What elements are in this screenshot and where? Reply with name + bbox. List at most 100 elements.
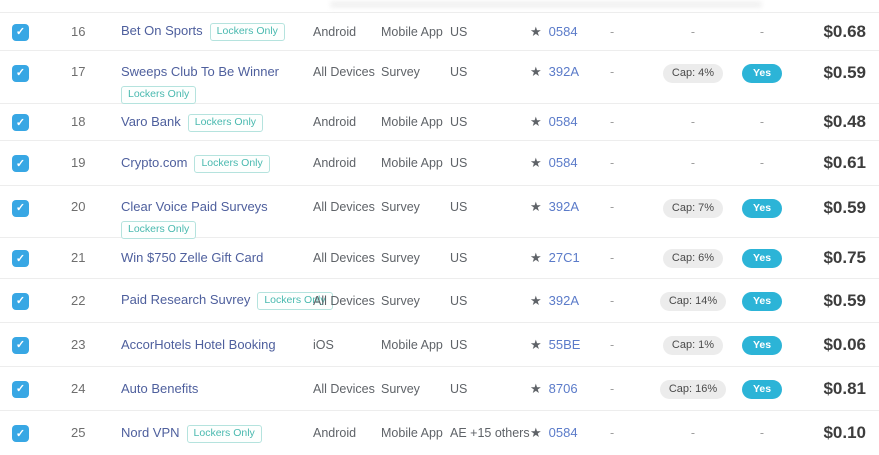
row-checkbox[interactable]: ✓	[12, 23, 29, 41]
country-cell: US	[450, 24, 468, 39]
offer-type-cell: Mobile App	[381, 337, 443, 352]
checkbox-cell: ✓	[0, 186, 60, 217]
offer-code-link[interactable]: 392A	[548, 199, 580, 214]
offer-code-link[interactable]: 8706	[548, 380, 578, 396]
offer-type-cell: Survey	[381, 251, 420, 265]
offer-type-cell: Mobile App	[381, 115, 443, 129]
offer-code-cell: ★ 0584	[530, 424, 608, 442]
country-cell: US	[450, 200, 468, 214]
approved-cell: -	[738, 23, 786, 41]
offer-code-link[interactable]: 0584	[548, 114, 578, 129]
offer-name-link[interactable]: Clear Voice Paid Surveys	[121, 199, 268, 214]
offer-name-link[interactable]: Nord VPN	[121, 424, 180, 440]
lockers-only-badge: Lockers Only	[194, 154, 270, 173]
checkbox-cell: ✓	[0, 335, 60, 354]
offer-type-cell: Survey	[381, 65, 420, 79]
offer-code-cell: ★ 0584	[530, 23, 608, 41]
row-number: 23	[71, 336, 86, 352]
offer-name-cell: Clear Voice Paid Surveys Lockers Only	[121, 186, 313, 239]
cap-badge: Cap: 1%	[662, 335, 724, 355]
device-cell: All Devices	[313, 251, 375, 265]
checkbox-cell: ✓	[0, 22, 60, 41]
offer-code-cell: ★ 0584	[530, 154, 608, 172]
offer-name-link[interactable]: Bet On Sports	[121, 23, 203, 38]
row-checkbox[interactable]: ✓	[12, 250, 29, 268]
table-row: ✓ 16 Bet On Sports Lockers Only Android M…	[0, 13, 879, 51]
cap-badge: Cap: 16%	[659, 379, 727, 399]
offer-code-cell: ★ 392A	[530, 186, 608, 216]
cap-cell: Cap: 7%	[648, 186, 738, 218]
approved-cell: Yes	[738, 51, 786, 83]
payout-price: $0.59	[823, 63, 866, 82]
offer-name-link[interactable]: Paid Research Suvrey	[121, 292, 251, 307]
offer-name-link[interactable]: AccorHotels Hotel Booking	[121, 336, 276, 352]
offer-name-cell: Nord VPN Lockers Only	[121, 424, 313, 443]
payout-price: $0.59	[823, 198, 866, 217]
row-checkbox[interactable]: ✓	[12, 114, 29, 132]
row-checkbox[interactable]: ✓	[12, 64, 29, 82]
offer-name-link[interactable]: Auto Benefits	[121, 380, 199, 396]
offer-code-link[interactable]: 0584	[548, 155, 578, 170]
offer-code-link[interactable]: 392A	[548, 64, 580, 79]
offer-code-link[interactable]: 55BE	[548, 336, 581, 352]
offer-code-link[interactable]: 0584	[548, 23, 578, 39]
yes-badge: Yes	[741, 64, 783, 83]
empty-value-dash: -	[610, 156, 615, 170]
offer-name-link[interactable]: Crypto.com	[121, 154, 188, 170]
offer-name-cell: AccorHotels Hotel Booking	[121, 336, 313, 354]
cap-cell: Cap: 16%	[648, 379, 738, 399]
row-checkbox[interactable]: ✓	[12, 336, 29, 354]
cap-cell: Cap: 1%	[648, 335, 738, 355]
lockers-only-badge: Lockers Only	[186, 424, 262, 443]
lockers-only-badge: Lockers Only	[257, 292, 333, 310]
row-checkbox[interactable]: ✓	[12, 292, 29, 310]
offer-code-cell: ★ 392A	[530, 292, 608, 310]
table-row: ✓ 22 Paid Research Suvrey Lockers Only Al…	[0, 279, 879, 323]
offer-name-link[interactable]: Sweeps Club To Be Winner	[121, 64, 280, 79]
row-number: 24	[71, 380, 86, 396]
offer-code-link[interactable]: 27C1	[548, 250, 580, 265]
star-icon: ★	[530, 64, 542, 79]
offer-name-link[interactable]: Varo Bank	[121, 113, 181, 129]
empty-value-dash: -	[610, 24, 615, 39]
approved-cell: Yes	[738, 248, 786, 268]
empty-value-dash: -	[610, 381, 615, 396]
star-icon: ★	[530, 292, 542, 308]
offer-name-cell: Varo Bank Lockers Only	[121, 113, 313, 132]
table-row: ✓ 17 Sweeps Club To Be Winner Lockers Onl…	[0, 51, 879, 104]
row-checkbox[interactable]: ✓	[12, 380, 29, 398]
offer-code-link[interactable]: 392A	[548, 292, 580, 308]
table-row: ✓ 24 Auto Benefits All Devices Survey US…	[0, 367, 879, 411]
row-number: 22	[71, 292, 86, 308]
country-cell: US	[450, 115, 468, 129]
cap-badge: Cap: 7%	[662, 199, 724, 218]
offer-code-cell: ★ 27C1	[530, 249, 608, 267]
offer-name-link[interactable]: Win $750 Zelle Gift Card	[121, 250, 264, 265]
empty-value-dash: -	[690, 115, 696, 129]
checkbox-cell: ✓	[0, 424, 60, 443]
payout-price: $0.59	[823, 290, 866, 310]
empty-value-dash: -	[610, 337, 615, 352]
cap-badge: Cap: 6%	[662, 249, 724, 268]
empty-value-dash: -	[690, 426, 696, 440]
table-row: ✓ 19 Crypto.com Lockers Only Android Mobi…	[0, 141, 879, 186]
yes-badge: Yes	[741, 335, 783, 355]
country-cell: US	[450, 251, 468, 265]
row-checkbox[interactable]: ✓	[12, 155, 29, 173]
offer-type-cell: Mobile App	[381, 426, 443, 440]
offer-code-link[interactable]: 0584	[548, 425, 578, 440]
country-cell: US	[450, 156, 468, 170]
approved-cell: -	[738, 113, 786, 131]
row-checkbox[interactable]: ✓	[12, 425, 29, 443]
offer-name-cell: Paid Research Suvrey Lockers Only	[121, 291, 333, 310]
row-checkbox[interactable]: ✓	[12, 199, 29, 217]
empty-value-dash: -	[759, 156, 765, 170]
payout-price: $0.61	[823, 153, 866, 172]
approved-cell: Yes	[738, 335, 786, 355]
approved-cell: Yes	[738, 291, 786, 311]
empty-value-dash: -	[759, 24, 765, 39]
empty-value-dash: -	[690, 24, 696, 39]
yes-badge: Yes	[741, 199, 783, 218]
offer-type-cell: Mobile App	[381, 156, 443, 170]
checkbox-cell: ✓	[0, 291, 60, 310]
